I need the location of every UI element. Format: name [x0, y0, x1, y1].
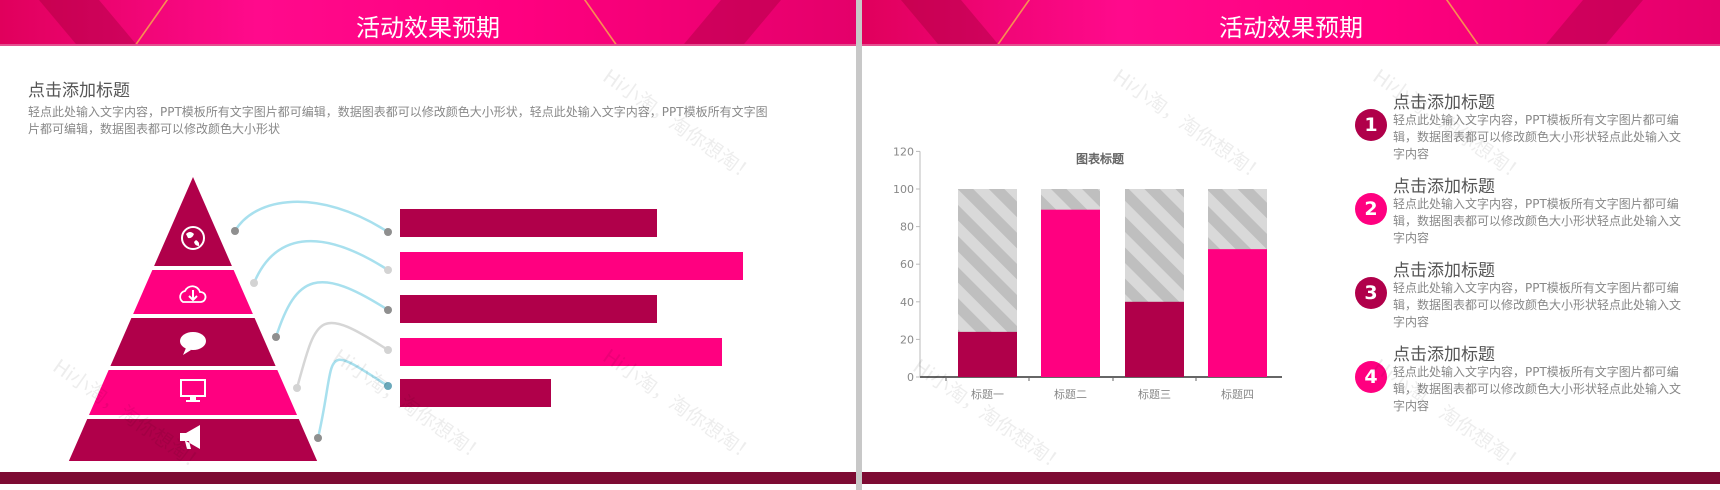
y-tick-label: 80 — [900, 221, 914, 234]
y-tick-label: 0 — [907, 371, 914, 384]
y-tick-label: 100 — [893, 183, 914, 196]
y-tick-label: 120 — [893, 145, 914, 158]
heading[interactable]: 点击添加标题 — [28, 81, 130, 101]
pyramid-layer[interactable] — [154, 177, 232, 266]
y-tick-label: 60 — [900, 258, 914, 271]
connector-line — [295, 321, 389, 389]
stacked-bar-chart: 图表标题 0 20 40 60 80 100 120 标题一 标题二 标题三 标题四 — [893, 145, 1282, 401]
chart-title: 图表标题 — [1076, 151, 1125, 166]
level-bar[interactable] — [400, 209, 658, 237]
item-title[interactable]: 点击添加标题 — [1393, 345, 1495, 365]
body-text[interactable]: 轻点此处输入文字内容，PPT模板所有文字图片都可编辑，数据图表都可以修改颜色大小… — [28, 105, 768, 136]
connector-line — [274, 280, 389, 338]
x-tick-label: 标题四 — [1221, 387, 1254, 401]
level-bar[interactable] — [400, 379, 551, 407]
item-title[interactable]: 点击添加标题 — [1393, 93, 1495, 113]
connector-dot — [314, 434, 322, 442]
bar-value[interactable] — [1041, 209, 1100, 377]
level-bar[interactable] — [400, 295, 658, 323]
number-badge: 1 — [1355, 109, 1387, 141]
footer-bar — [862, 472, 1720, 484]
megaphone-icon — [180, 425, 200, 449]
header-title: 活动效果预期 — [356, 14, 500, 42]
connector-dot — [384, 346, 392, 354]
cloud-download-icon — [179, 285, 207, 303]
connector-dot — [231, 227, 239, 235]
pyramid-layer[interactable] — [88, 370, 298, 415]
slide-header: 活动效果预期 — [862, 0, 1720, 46]
number-badge: 3 — [1355, 277, 1387, 309]
slide-1: 活动效果预期 点击添加标题 轻点此处输入文字内容，PPT模板所有文字图片都可编辑… — [0, 0, 856, 490]
speech-bubble-icon — [180, 332, 206, 355]
connector-dot — [384, 306, 392, 314]
item-text[interactable]: 轻点此处输入文字内容，PPT模板所有文字图片都可编辑，数据图表都可以修改颜色大小… — [1393, 197, 1682, 245]
item-text[interactable]: 轻点此处输入文字内容，PPT模板所有文字图片都可编辑，数据图表都可以修改颜色大小… — [1393, 365, 1682, 413]
connector-dot — [384, 228, 392, 236]
bar-value[interactable] — [958, 331, 1017, 377]
connector-dot — [384, 382, 392, 390]
header-title: 活动效果预期 — [1219, 14, 1363, 42]
item-text[interactable]: 轻点此处输入文字内容，PPT模板所有文字图片都可编辑，数据图表都可以修改颜色大小… — [1393, 113, 1682, 161]
connector-dot — [384, 266, 392, 274]
number-badge: 2 — [1355, 193, 1387, 225]
pyramid-diagram — [68, 177, 392, 461]
item-title[interactable]: 点击添加标题 — [1393, 261, 1495, 281]
connector-dot — [272, 333, 280, 341]
y-tick-label: 40 — [900, 296, 914, 309]
slide-divider — [856, 0, 862, 490]
connector-dot — [293, 384, 301, 392]
connector-line — [252, 239, 389, 284]
connector-dot — [250, 279, 258, 287]
level-bar[interactable] — [400, 252, 743, 280]
y-tick-label: 20 — [900, 333, 914, 346]
slide-header: 活动效果预期 — [0, 0, 856, 46]
level-bar[interactable] — [400, 338, 723, 366]
globe-icon — [181, 226, 205, 250]
x-tick-label: 标题一 — [971, 387, 1004, 401]
bar-value[interactable] — [1125, 301, 1184, 377]
connector-line — [233, 200, 389, 234]
connector-line — [316, 358, 389, 439]
bar-value[interactable] — [1208, 249, 1267, 377]
number-badge: 4 — [1355, 361, 1387, 393]
item-text[interactable]: 轻点此处输入文字内容，PPT模板所有文字图片都可编辑，数据图表都可以修改颜色大小… — [1393, 281, 1682, 329]
footer-bar — [0, 472, 856, 484]
monitor-icon — [180, 379, 206, 402]
item-title[interactable]: 点击添加标题 — [1393, 177, 1495, 197]
x-tick-label: 标题三 — [1138, 387, 1171, 401]
x-tick-label: 标题二 — [1054, 387, 1087, 401]
